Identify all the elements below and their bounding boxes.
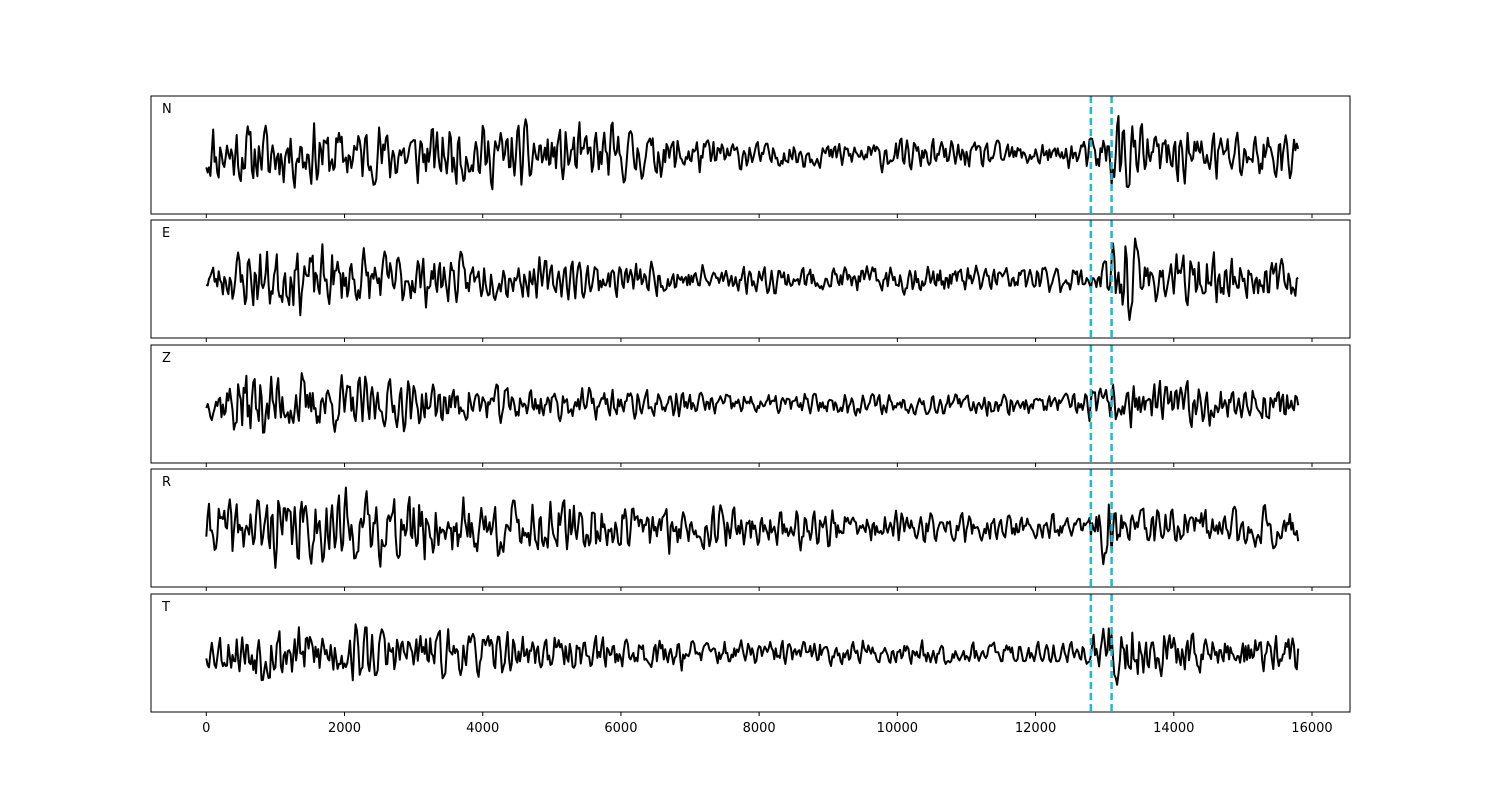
x-tick-label: 8000 [743, 721, 776, 736]
panel-n: N [150, 95, 1351, 218]
x-tick-label: 16000 [1291, 721, 1332, 736]
x-tick-label: 2000 [328, 721, 361, 736]
panel-z: Z [150, 344, 1351, 467]
panel-e: E [150, 219, 1351, 342]
x-tick-label: 4000 [466, 721, 499, 736]
panel-frame [150, 468, 1351, 588]
waveform-r [205, 486, 1300, 569]
x-axis: 0 2000 4000 6000 8000 10000 12000 14000 16000 [202, 721, 1333, 736]
x-tick-label: 12000 [1015, 721, 1056, 736]
waveform-z [205, 372, 1300, 434]
panel-frame [150, 344, 1351, 464]
panel-frame [150, 593, 1351, 713]
panel-label-z: Z [162, 351, 171, 366]
waveform-n [205, 115, 1300, 191]
panel-label-t: T [161, 600, 170, 615]
panel-frame [150, 219, 1351, 339]
panel-label-e: E [162, 226, 170, 241]
waveform-e [205, 237, 1299, 321]
panel-t: T [150, 593, 1351, 716]
x-tick-label: 14000 [1153, 721, 1194, 736]
x-tick-label: 6000 [604, 721, 637, 736]
x-tick-label: 0 [202, 721, 210, 736]
panel-r: R [150, 468, 1351, 591]
x-tick-label: 10000 [877, 721, 918, 736]
panel-frame [150, 95, 1351, 215]
panels: N E Z R T [150, 95, 1351, 716]
panel-label-n: N [162, 102, 172, 117]
waveform-t [205, 623, 1300, 686]
panel-label-r: R [162, 475, 171, 490]
